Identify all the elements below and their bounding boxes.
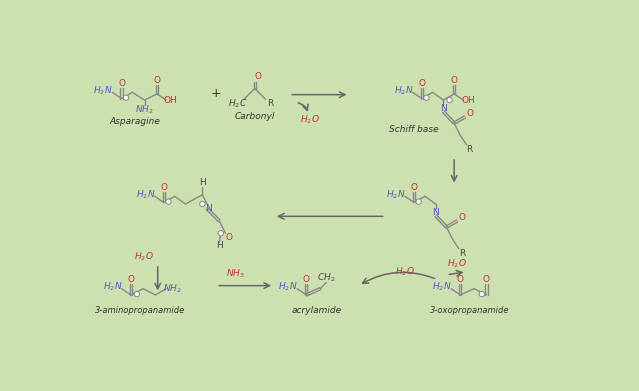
Circle shape — [416, 199, 422, 204]
Text: OH: OH — [164, 95, 178, 104]
Text: O: O — [160, 183, 167, 192]
Text: $H_2N$: $H_2N$ — [135, 188, 155, 201]
Text: $CH_2$: $CH_2$ — [317, 272, 335, 284]
Text: O: O — [483, 275, 490, 284]
Text: O: O — [419, 79, 426, 88]
Circle shape — [123, 95, 129, 100]
Text: $H_2N$: $H_2N$ — [432, 281, 452, 293]
Circle shape — [166, 199, 171, 204]
Text: O: O — [458, 213, 465, 222]
Text: O: O — [254, 72, 261, 81]
Text: OH: OH — [461, 95, 475, 104]
Text: H: H — [199, 178, 206, 187]
Text: O: O — [118, 79, 125, 88]
Text: Schiff base: Schiff base — [389, 125, 439, 134]
Circle shape — [447, 97, 452, 103]
Text: acrylamide: acrylamide — [292, 306, 342, 315]
Text: $H_2C$: $H_2C$ — [228, 98, 247, 110]
Text: H: H — [216, 241, 222, 250]
Text: $H_2O$: $H_2O$ — [134, 250, 154, 263]
Text: Carbonyl: Carbonyl — [235, 112, 275, 121]
Text: $H_2N$: $H_2N$ — [93, 84, 113, 97]
Text: O: O — [466, 109, 473, 118]
Text: 3-aminopropanamide: 3-aminopropanamide — [95, 306, 185, 315]
Text: N: N — [433, 208, 439, 217]
Text: $H_2O$: $H_2O$ — [447, 258, 467, 270]
Text: $H_2O$: $H_2O$ — [300, 114, 320, 126]
Text: O: O — [127, 275, 134, 284]
Text: N: N — [205, 204, 212, 213]
Text: N: N — [440, 104, 447, 113]
Text: $NH_2$: $NH_2$ — [163, 282, 181, 295]
Text: O: O — [225, 233, 232, 242]
Circle shape — [424, 95, 429, 100]
Text: $H_2N$: $H_2N$ — [278, 281, 298, 293]
Text: O: O — [153, 75, 160, 84]
Text: $H_2O$: $H_2O$ — [395, 265, 415, 278]
Text: $NH_3$: $NH_3$ — [226, 268, 245, 280]
Text: O: O — [450, 75, 458, 84]
Text: O: O — [411, 183, 418, 192]
Text: $NH_2$: $NH_2$ — [135, 103, 154, 115]
Text: +: + — [211, 87, 222, 100]
Text: 3-oxopropanamide: 3-oxopropanamide — [430, 306, 509, 315]
Circle shape — [479, 291, 484, 297]
Text: $H_2N$: $H_2N$ — [386, 188, 405, 201]
Text: $H_2N$: $H_2N$ — [102, 281, 122, 293]
Circle shape — [134, 291, 139, 297]
Text: R: R — [466, 145, 473, 154]
Text: O: O — [303, 275, 310, 284]
Text: R: R — [459, 249, 465, 258]
Circle shape — [199, 201, 205, 207]
Text: R: R — [267, 99, 273, 108]
Text: O: O — [457, 275, 464, 284]
Text: Asparagine: Asparagine — [110, 117, 161, 126]
Text: $H_2N$: $H_2N$ — [394, 84, 413, 97]
Circle shape — [218, 231, 224, 236]
